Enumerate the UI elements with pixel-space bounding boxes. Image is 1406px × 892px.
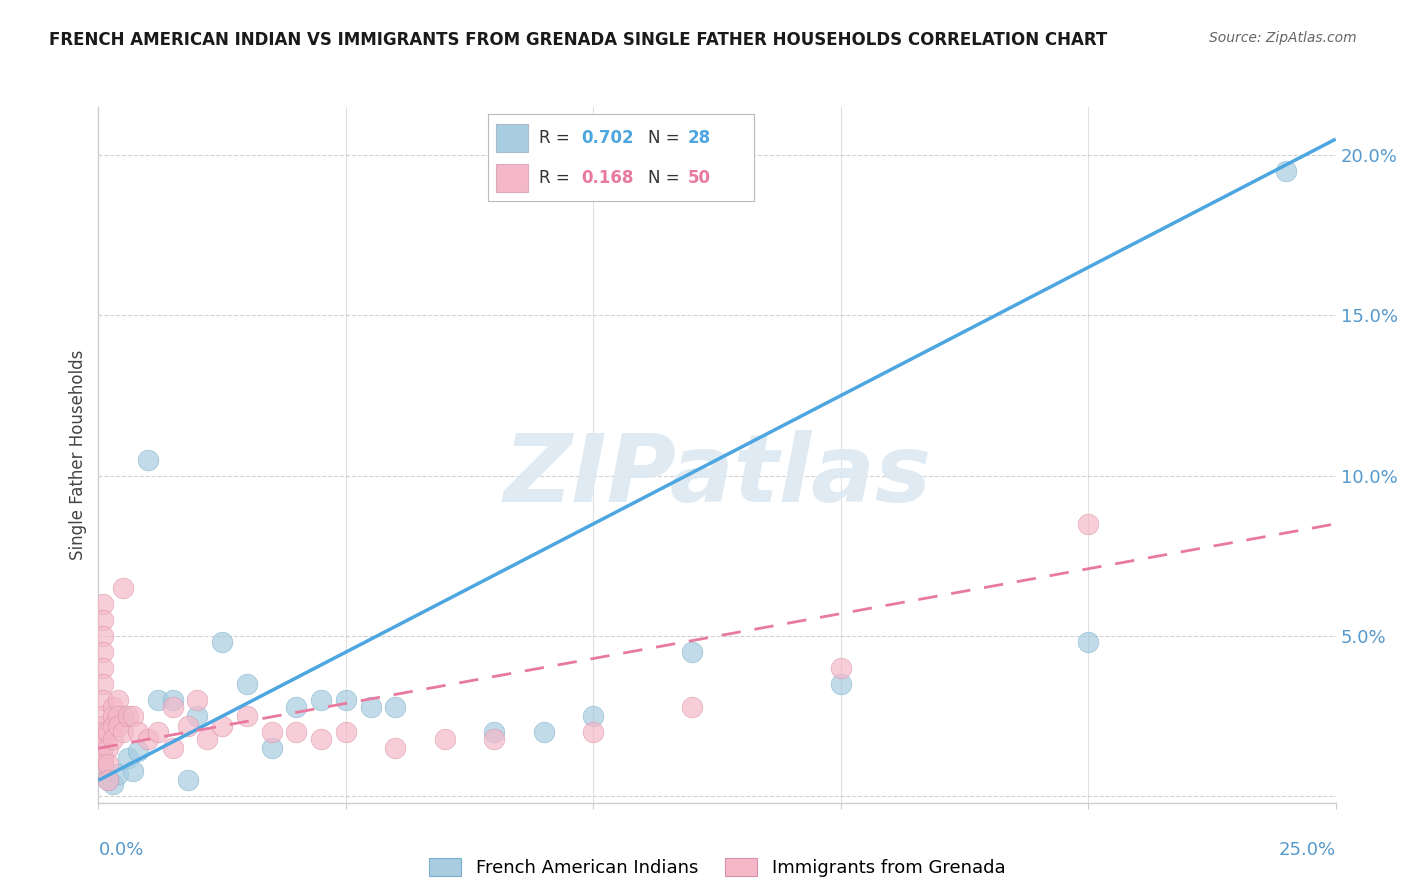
Text: FRENCH AMERICAN INDIAN VS IMMIGRANTS FROM GRENADA SINGLE FATHER HOUSEHOLDS CORRE: FRENCH AMERICAN INDIAN VS IMMIGRANTS FRO… bbox=[49, 31, 1108, 49]
Point bbox=[93, 677, 115, 691]
Point bbox=[433, 731, 456, 746]
Point bbox=[97, 773, 120, 788]
Point bbox=[360, 699, 382, 714]
Point bbox=[107, 719, 129, 733]
Point bbox=[122, 764, 145, 778]
Point bbox=[103, 776, 125, 790]
Point bbox=[93, 613, 115, 627]
Point bbox=[335, 693, 357, 707]
Point bbox=[93, 719, 115, 733]
Point bbox=[162, 699, 184, 714]
Point bbox=[93, 645, 115, 659]
Point bbox=[260, 725, 283, 739]
Point bbox=[93, 741, 115, 756]
Point bbox=[195, 731, 218, 746]
Point bbox=[97, 757, 120, 772]
Point bbox=[582, 709, 605, 723]
Y-axis label: Single Father Households: Single Father Households bbox=[69, 350, 87, 560]
Point bbox=[681, 645, 703, 659]
Point bbox=[176, 719, 198, 733]
Point bbox=[107, 693, 129, 707]
Legend: French American Indians, Immigrants from Grenada: French American Indians, Immigrants from… bbox=[422, 850, 1012, 884]
Point bbox=[582, 725, 605, 739]
Point bbox=[830, 661, 852, 675]
Point bbox=[146, 693, 169, 707]
Point bbox=[162, 741, 184, 756]
Point bbox=[335, 725, 357, 739]
Point bbox=[117, 751, 139, 765]
Point bbox=[127, 744, 149, 758]
Point bbox=[162, 693, 184, 707]
Point bbox=[93, 751, 115, 765]
Point bbox=[93, 725, 115, 739]
Point bbox=[384, 699, 406, 714]
Point bbox=[211, 719, 233, 733]
Point bbox=[93, 757, 115, 772]
Point bbox=[136, 731, 159, 746]
Point bbox=[830, 677, 852, 691]
Text: 0.0%: 0.0% bbox=[98, 841, 143, 859]
Point bbox=[309, 693, 332, 707]
Point bbox=[103, 731, 125, 746]
Point bbox=[211, 635, 233, 649]
Point bbox=[285, 699, 308, 714]
Point bbox=[260, 741, 283, 756]
Point bbox=[93, 629, 115, 643]
Point bbox=[186, 693, 208, 707]
Point bbox=[285, 725, 308, 739]
Point bbox=[236, 677, 259, 691]
Point bbox=[103, 699, 125, 714]
Point bbox=[97, 725, 120, 739]
Point bbox=[533, 725, 555, 739]
Point bbox=[107, 709, 129, 723]
Point bbox=[93, 731, 115, 746]
Point bbox=[236, 709, 259, 723]
Point bbox=[176, 773, 198, 788]
Point bbox=[103, 719, 125, 733]
Point bbox=[1275, 164, 1298, 178]
Point bbox=[146, 725, 169, 739]
Point bbox=[93, 709, 115, 723]
Point bbox=[117, 709, 139, 723]
Point bbox=[112, 581, 135, 595]
Point bbox=[103, 709, 125, 723]
Text: Source: ZipAtlas.com: Source: ZipAtlas.com bbox=[1209, 31, 1357, 45]
Text: 25.0%: 25.0% bbox=[1278, 841, 1336, 859]
Point bbox=[112, 725, 135, 739]
Point bbox=[484, 731, 506, 746]
Point bbox=[97, 741, 120, 756]
Point bbox=[93, 757, 115, 772]
Text: ZIPatlas: ZIPatlas bbox=[503, 430, 931, 522]
Point bbox=[107, 767, 129, 781]
Point bbox=[1077, 635, 1099, 649]
Point bbox=[97, 773, 120, 788]
Point bbox=[1077, 516, 1099, 531]
Point bbox=[384, 741, 406, 756]
Point bbox=[681, 699, 703, 714]
Point bbox=[93, 693, 115, 707]
Point bbox=[112, 709, 135, 723]
Point bbox=[93, 597, 115, 611]
Point bbox=[127, 725, 149, 739]
Point bbox=[93, 661, 115, 675]
Point bbox=[484, 725, 506, 739]
Point bbox=[122, 709, 145, 723]
Point bbox=[136, 452, 159, 467]
Point bbox=[186, 709, 208, 723]
Point bbox=[309, 731, 332, 746]
